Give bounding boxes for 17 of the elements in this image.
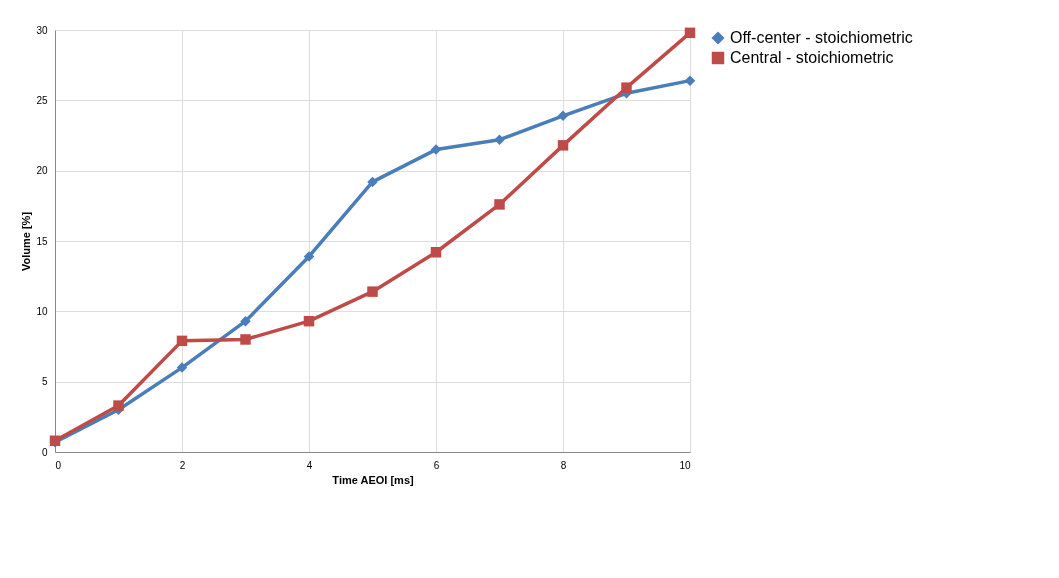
y-tick-label: 5 <box>41 376 48 388</box>
y-tick-label: 15 <box>36 235 48 247</box>
legend-label: Central - stoichiometric <box>730 49 894 66</box>
y-tick-label: 30 <box>36 24 48 36</box>
x-tick-label: 2 <box>179 459 186 471</box>
y-tick-label: 0 <box>41 446 48 458</box>
x-tick-label: 8 <box>560 459 567 471</box>
x-tick-label: 0 <box>55 459 62 471</box>
y-tick-label: 25 <box>36 94 48 106</box>
x-axis-title: Time AEOI [ms] <box>332 473 414 486</box>
x-tick-label: 6 <box>433 459 440 471</box>
legend-label: Off-center - stoichiometric <box>730 29 913 46</box>
y-axis-title: Volume [%] <box>20 211 33 272</box>
x-tick-label: 4 <box>306 459 313 471</box>
x-tick-label: 10 <box>679 459 691 471</box>
y-tick-label: 20 <box>36 165 48 177</box>
y-tick-label: 10 <box>36 305 48 317</box>
